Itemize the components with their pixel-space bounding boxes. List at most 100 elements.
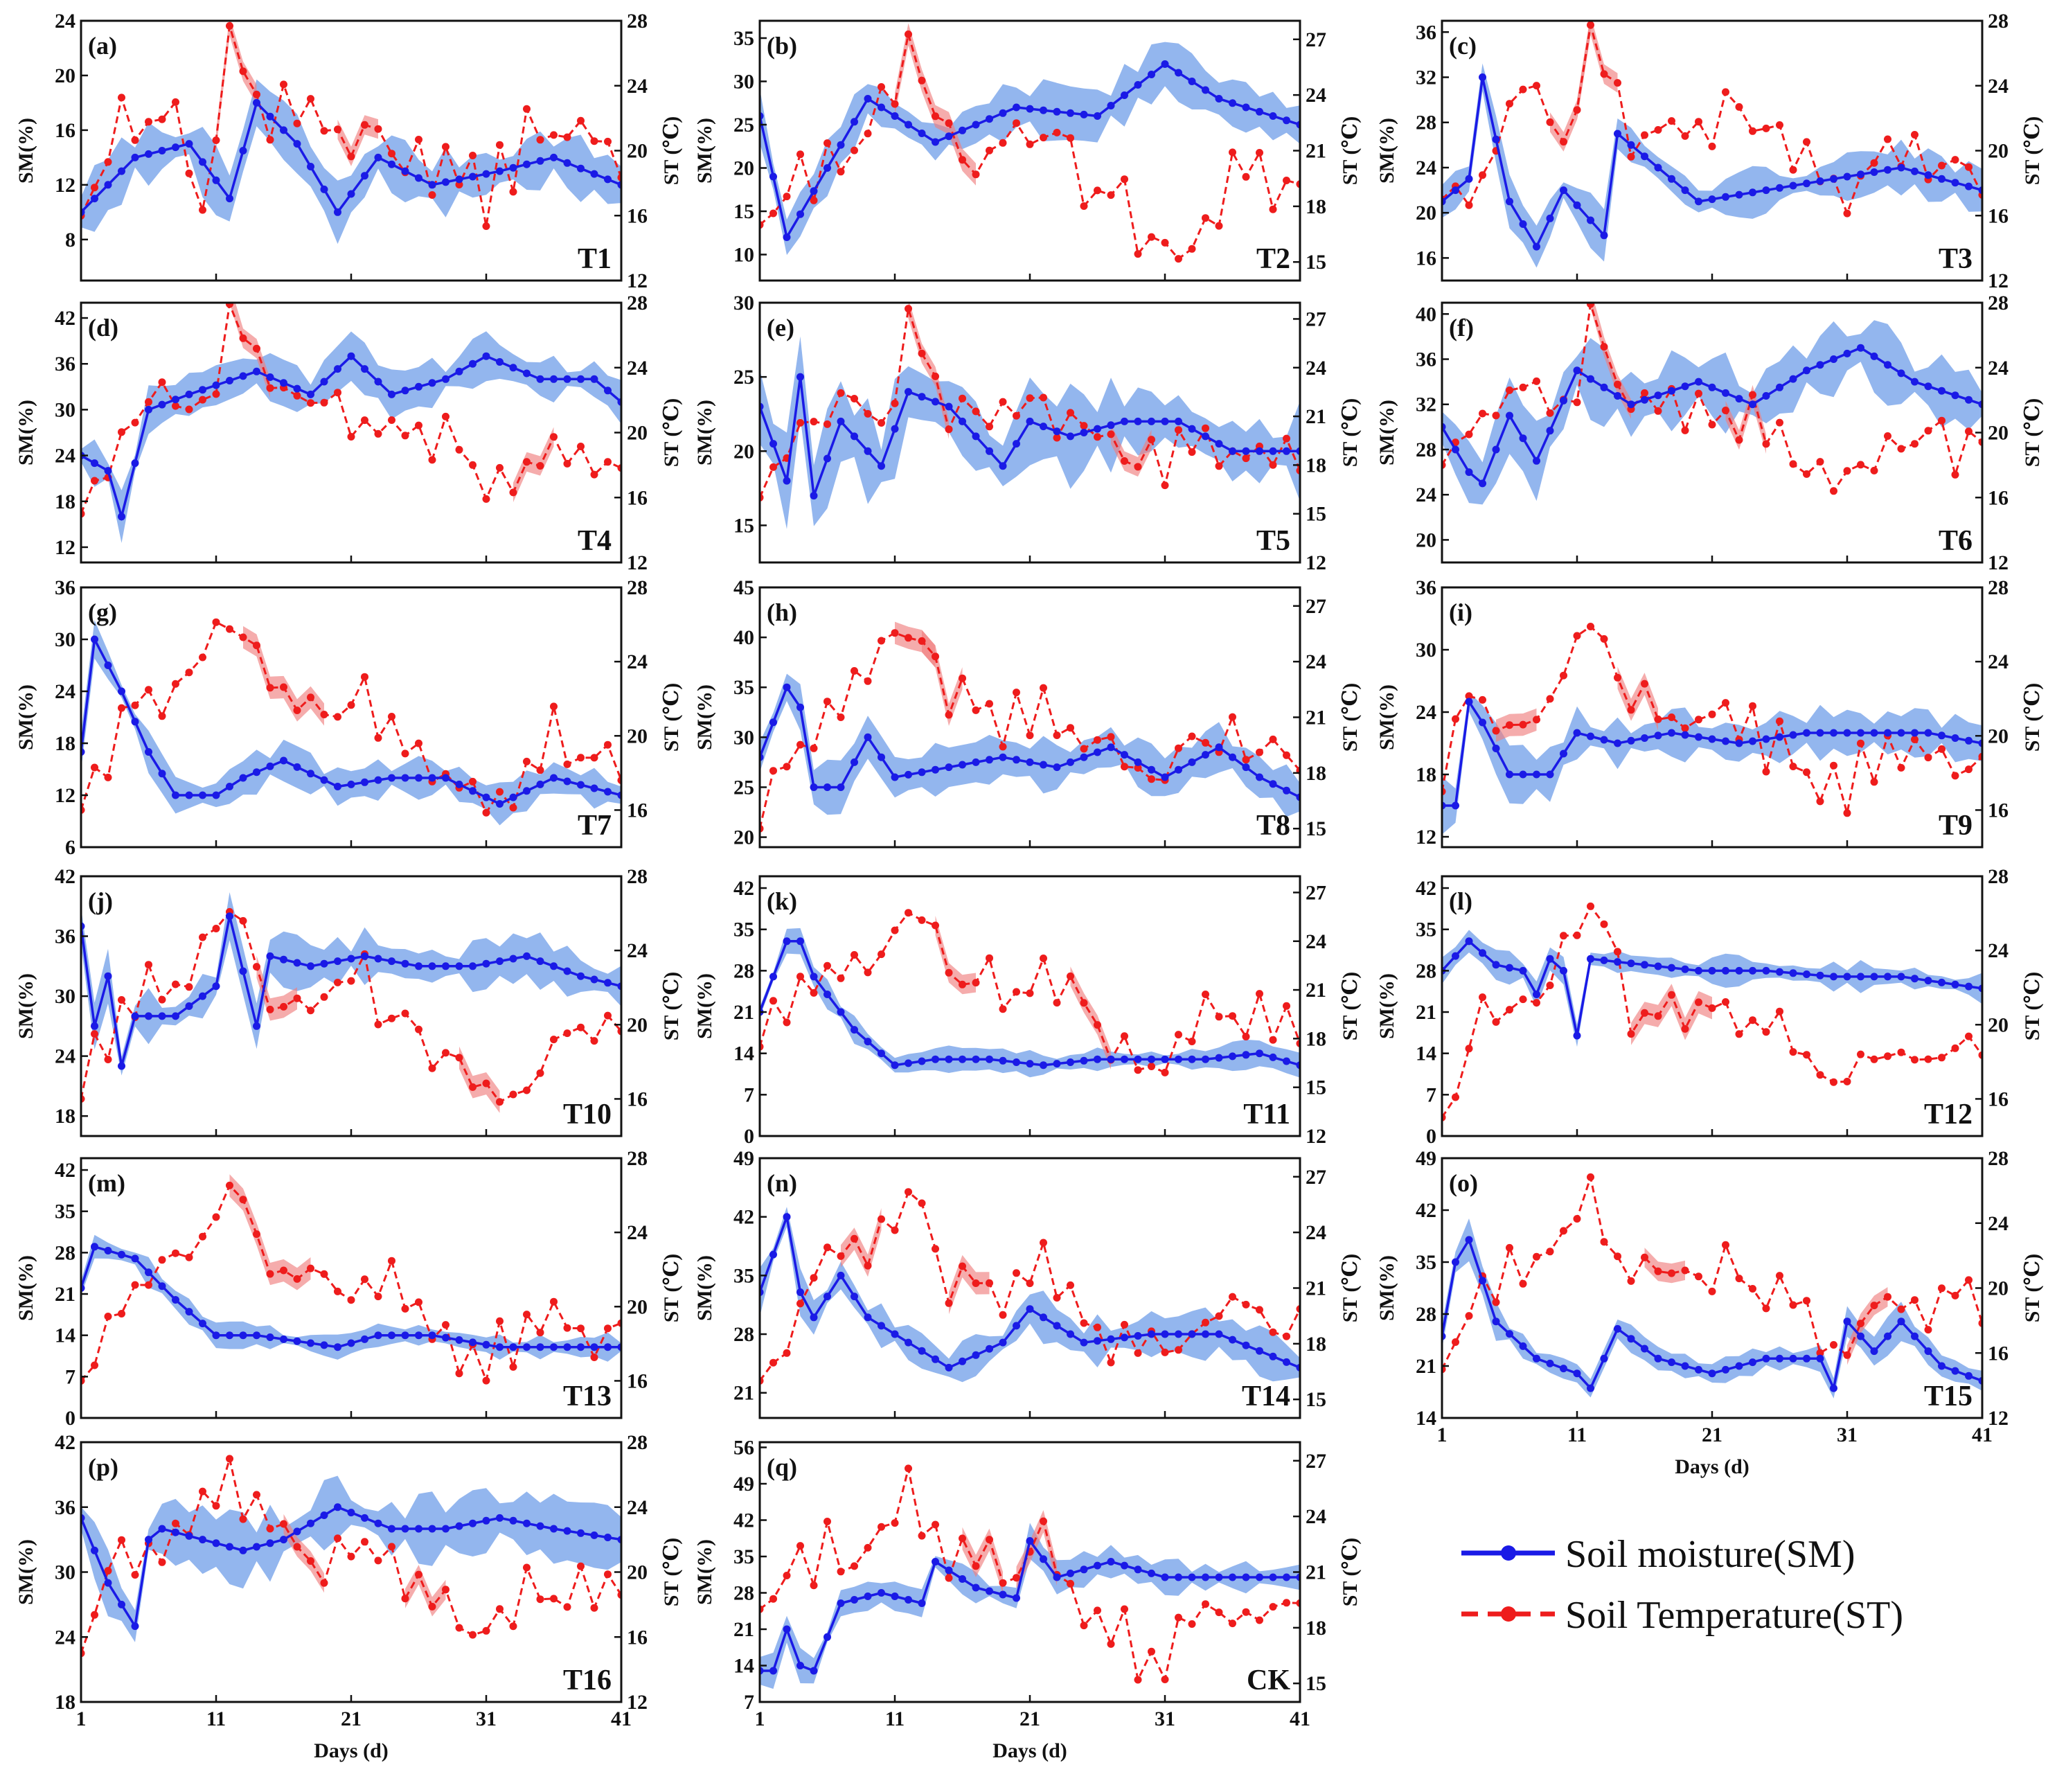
sm-point [118, 1600, 125, 1608]
treatment-label: T11 [1243, 1099, 1290, 1130]
st-point [428, 456, 436, 464]
st-point [1695, 118, 1702, 126]
st-point [118, 996, 125, 1004]
sm-point [145, 748, 152, 756]
sm-point [851, 1026, 858, 1034]
sm-point [374, 378, 382, 386]
st-point [307, 399, 314, 407]
st-point [1627, 706, 1635, 714]
sm-point [469, 360, 477, 368]
sm-point [1722, 389, 1729, 397]
st-tick-label: 12 [1988, 269, 2009, 292]
sm-point [1668, 964, 1675, 972]
sm-point [1053, 1322, 1061, 1330]
sm-point [1681, 731, 1689, 739]
st-point [823, 1243, 831, 1252]
st-tick-label: 20 [627, 1013, 648, 1036]
st-point [1695, 1272, 1702, 1281]
sm-axis-title: SM(%) [15, 973, 37, 1039]
sm-point [1148, 1330, 1155, 1338]
st-point [118, 94, 125, 102]
st-tick-label: 20 [627, 1295, 648, 1318]
sm-point [1897, 369, 1905, 378]
st-point [1884, 1293, 1891, 1301]
sm-point [469, 1338, 477, 1347]
sm-point [1094, 1337, 1101, 1345]
sm-point [307, 390, 314, 398]
st-point [1013, 411, 1020, 420]
sm-tick-label: 7 [744, 1083, 754, 1106]
st-point [320, 127, 328, 135]
sm-point [577, 1343, 585, 1351]
sm-point [1215, 743, 1223, 752]
sm-point [1080, 429, 1088, 436]
st-point [536, 1329, 544, 1337]
panel-frame [80, 1441, 623, 1703]
sm-point [1965, 1372, 1973, 1380]
st-point [1492, 411, 1500, 420]
sm-band [81, 892, 621, 1076]
st-point [1600, 1238, 1608, 1246]
sm-tick-label: 16 [1416, 247, 1436, 269]
st-point [1749, 391, 1756, 399]
st-point [837, 1568, 845, 1576]
sm-point [104, 467, 112, 475]
st-point [1229, 1012, 1236, 1020]
st-point [1269, 1603, 1277, 1611]
sm-point [172, 396, 179, 404]
sm-point [1668, 1358, 1675, 1367]
plot-area [1442, 303, 1982, 505]
st-point [1026, 1279, 1034, 1288]
st-tick-label: 27 [1306, 1166, 1326, 1189]
sm-point [131, 718, 139, 726]
treatment-label: T1 [578, 243, 612, 275]
sm-point [783, 683, 791, 691]
st-point [563, 760, 571, 768]
sm-point [577, 1529, 585, 1537]
sm-point [1641, 152, 1648, 161]
sm-point [604, 175, 612, 184]
st-point [932, 372, 939, 380]
sm-point [1148, 1055, 1155, 1063]
sm-point [1215, 440, 1223, 448]
sm-point [253, 98, 260, 107]
sm-axis-title: SM(%) [1375, 1255, 1398, 1321]
st-point [172, 402, 179, 410]
st-point [455, 181, 463, 188]
st-point [212, 1502, 220, 1510]
st-point [226, 1181, 233, 1189]
st-point [1040, 684, 1047, 692]
st-point [1735, 1030, 1743, 1038]
sm-point [1452, 186, 1459, 195]
st-point [986, 146, 993, 154]
sm-point [823, 991, 831, 998]
st-point [891, 1519, 899, 1527]
sm-point [1506, 1330, 1513, 1338]
st-point [118, 428, 125, 436]
st-point [959, 980, 966, 988]
st-point [158, 995, 166, 1004]
sm-point [1843, 349, 1851, 357]
sm-point [1269, 780, 1277, 788]
sm-point [1938, 175, 1945, 183]
st-point [783, 1018, 791, 1027]
st-point [604, 137, 612, 145]
sm-axis-title: SM(%) [693, 973, 716, 1039]
sm-point [823, 164, 831, 172]
legend-sm-label: Soil moisture(SM) [1565, 1533, 1855, 1576]
panel-letter: (b) [767, 32, 797, 60]
sm-point [1134, 1565, 1142, 1574]
st-point [172, 1249, 179, 1257]
sm-point [972, 758, 980, 766]
sm-point [1242, 763, 1250, 772]
st-point [1121, 1032, 1128, 1040]
sm-point [1681, 1362, 1689, 1370]
sm-point [837, 1599, 845, 1607]
st-point [1175, 1346, 1182, 1354]
st-point [523, 1563, 531, 1572]
sm-point [1229, 753, 1236, 761]
st-tick-label: 15 [1306, 503, 1326, 526]
st-point [932, 921, 939, 930]
